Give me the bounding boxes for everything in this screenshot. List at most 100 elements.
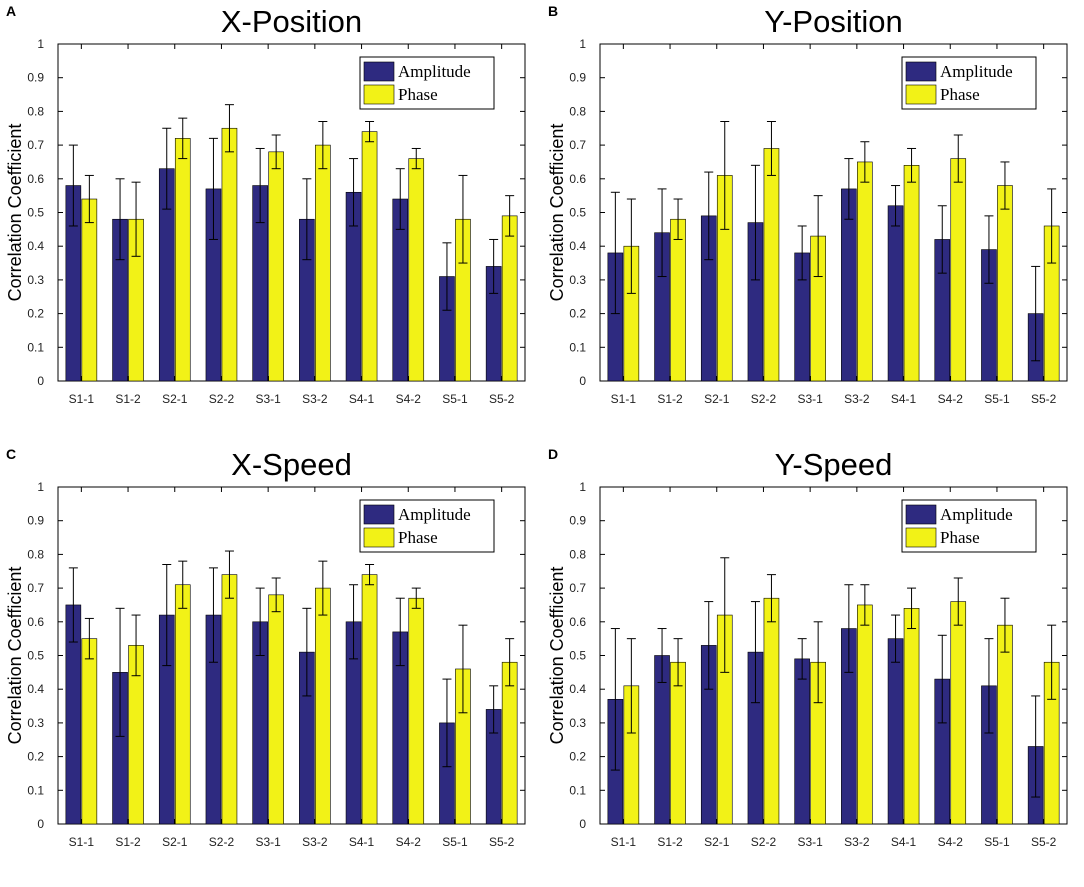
y-tick-label: 0.8 — [27, 104, 44, 118]
x-tick-label: S4-2 — [396, 835, 422, 849]
x-tick-label: S2-1 — [704, 392, 730, 406]
x-tick-label: S5-1 — [442, 835, 468, 849]
amplitude-bar — [887, 638, 904, 825]
panel-y-position: B Y-Position Correlation Coefficient 0 0.1 0.… — [542, 0, 1084, 443]
x-tick-label: S4-2 — [938, 392, 964, 406]
phase-bar — [903, 608, 920, 825]
chart-title: Y-Speed — [775, 447, 893, 482]
phase-bar — [81, 198, 98, 382]
phase-bar — [361, 574, 378, 825]
x-tick-label: S3-2 — [302, 835, 328, 849]
x-tick-label: S5-2 — [489, 835, 515, 849]
phase-bar — [174, 584, 191, 825]
legend-swatch-amplitude — [905, 504, 937, 525]
x-tick-label: S2-2 — [751, 392, 777, 406]
y-tick-label: 0.5 — [27, 649, 44, 663]
x-tick-label: S1-2 — [115, 835, 141, 849]
y-tick-label: 0.4 — [569, 682, 586, 696]
legend-swatch-phase — [905, 527, 937, 548]
y-tick-label: 0.7 — [569, 138, 586, 152]
phase-bar — [903, 165, 920, 382]
y-tick-label: 0 — [579, 374, 586, 388]
phase-bar — [501, 661, 518, 825]
phase-bar — [221, 574, 238, 825]
phase-bar — [408, 597, 425, 825]
y-tick-label: 0.6 — [27, 615, 44, 629]
y-tick-label: 0 — [579, 817, 586, 831]
phase-bar — [670, 218, 686, 382]
x-tick-label: S4-1 — [349, 835, 375, 849]
panel-y-speed: D Y-Speed Correlation Coefficient 0 0.1 0.2 0.… — [542, 443, 1084, 886]
y-tick-label: 1 — [37, 480, 44, 494]
phase-bar — [857, 161, 873, 382]
amplitude-bar — [887, 205, 904, 382]
y-tick-label: 0.1 — [27, 783, 44, 797]
phase-bar — [950, 158, 967, 382]
chart-title: X-Position — [221, 4, 362, 39]
y-tick-label: 0.2 — [27, 307, 44, 321]
y-axis-label: Correlation Coefficient — [547, 124, 567, 302]
y-tick-label: 1 — [579, 37, 586, 51]
x-tick-label: S4-2 — [938, 835, 964, 849]
y-tick-label: 0.8 — [569, 547, 586, 561]
x-tick-label: S1-2 — [657, 835, 683, 849]
y-tick-label: 0.1 — [27, 340, 44, 354]
x-tick-label: S5-1 — [984, 392, 1010, 406]
panel-letter: A — [6, 3, 16, 19]
y-tick-label: 0.8 — [569, 104, 586, 118]
x-tick-label: S3-1 — [255, 835, 281, 849]
legend-label-phase: Phase — [398, 528, 438, 547]
y-tick-label: 0.6 — [27, 172, 44, 186]
chart-svg: A X-Position Correlation Coefficient 0 0.1 0.… — [5, 3, 526, 406]
y-tick-label: 0.7 — [27, 581, 44, 595]
phase-bar — [408, 158, 425, 382]
y-axis-label: Correlation Coefficient — [5, 567, 25, 745]
legend-label-phase: Phase — [940, 528, 980, 547]
phase-bar — [221, 127, 238, 382]
y-tick-label: 0.7 — [569, 581, 586, 595]
panel-x-speed: C X-Speed Correlation Coefficient 0 0.1 0.2 0.… — [0, 443, 542, 886]
y-tick-label: 0.5 — [569, 206, 586, 220]
y-tick-label: 0.9 — [569, 514, 586, 528]
phase-bar — [857, 604, 873, 825]
y-tick-label: 0.6 — [569, 615, 586, 629]
y-tick-label: 1 — [37, 37, 44, 51]
panel-letter: B — [548, 3, 558, 19]
x-tick-label: S1-1 — [69, 392, 95, 406]
legend-label-amplitude: Amplitude — [398, 505, 471, 524]
y-tick-label: 0.4 — [27, 682, 44, 696]
phase-bar — [997, 185, 1013, 382]
x-tick-label: S2-1 — [162, 392, 188, 406]
y-tick-label: 0.2 — [569, 750, 586, 764]
legend-label-amplitude: Amplitude — [940, 505, 1013, 524]
legend-swatch-phase — [905, 84, 937, 105]
phase-bar — [81, 638, 98, 825]
phase-bar — [501, 215, 518, 382]
x-tick-label: S4-1 — [891, 835, 917, 849]
y-tick-label: 0.3 — [27, 273, 44, 287]
x-tick-label: S2-1 — [162, 835, 188, 849]
y-tick-label: 0 — [37, 817, 44, 831]
chart-svg: C X-Speed Correlation Coefficient 0 0.1 0.2 0.… — [5, 446, 526, 849]
x-tick-label: S3-2 — [844, 835, 870, 849]
y-tick-label: 0.5 — [27, 206, 44, 220]
legend-swatch-amplitude — [905, 61, 937, 82]
y-tick-label: 0.1 — [569, 340, 586, 354]
panel-letter: D — [548, 446, 558, 462]
chart-svg: B Y-Position Correlation Coefficient 0 0.1 0.… — [547, 3, 1068, 406]
x-tick-label: S5-2 — [489, 392, 515, 406]
x-tick-label: S1-2 — [115, 392, 141, 406]
y-tick-label: 0.9 — [569, 71, 586, 85]
panel-letter: C — [6, 446, 16, 462]
phase-bar — [950, 601, 967, 825]
y-tick-label: 0.8 — [27, 547, 44, 561]
x-tick-label: S3-2 — [302, 392, 328, 406]
y-tick-label: 0.5 — [569, 649, 586, 663]
x-tick-label: S4-1 — [891, 392, 917, 406]
y-axis-label: Correlation Coefficient — [547, 567, 567, 745]
phase-bar — [174, 138, 191, 382]
legend-label-phase: Phase — [940, 85, 980, 104]
legend-swatch-phase — [363, 527, 395, 548]
x-tick-label: S1-2 — [657, 392, 683, 406]
y-tick-label: 0.3 — [569, 273, 586, 287]
